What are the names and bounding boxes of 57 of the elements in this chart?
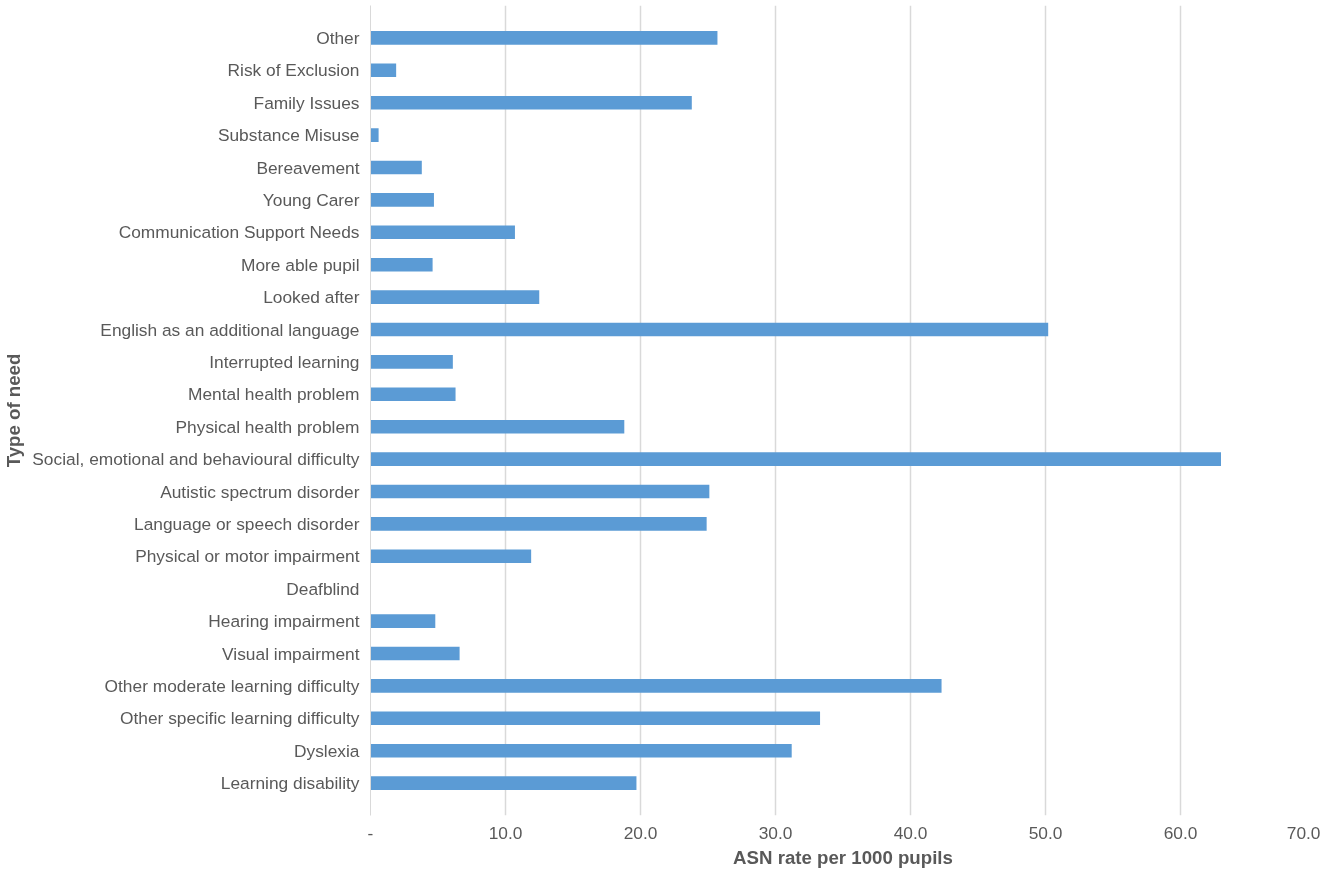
y-tick-label: Risk of Exclusion (227, 60, 360, 81)
y-tick-label: Interrupted learning (209, 351, 360, 372)
y-tick-label: Language or speech disorder (134, 513, 360, 534)
x-axis-title: ASN rate per 1000 pupils (733, 846, 953, 868)
x-tick-label: 10.0 (488, 822, 523, 843)
y-tick-label: English as an additional language (100, 319, 360, 340)
y-tick-label: Deafblind (286, 578, 360, 599)
y-tick-label: Learning disability (220, 773, 360, 794)
y-tick-label: Social, emotional and behavioural difficulty (32, 449, 360, 470)
x-tick-label: 30.0 (758, 822, 793, 843)
bar (370, 419, 625, 434)
y-tick-label: Hearing impairment (208, 611, 360, 632)
bar (370, 193, 434, 207)
bar (370, 711, 821, 726)
y-tick-label: Other (316, 27, 360, 48)
x-tick-label: 60.0 (1163, 822, 1198, 843)
y-tick-label: Physical health problem (175, 416, 360, 437)
y-axis-title: Type of need (3, 353, 25, 468)
bar (370, 776, 637, 790)
y-tick-label: Physical or motor impairment (135, 546, 360, 567)
y-tick-label: Visual impairment (222, 643, 360, 664)
bar (370, 452, 1221, 466)
y-tick-label: Dyslexia (294, 740, 360, 761)
bar (370, 31, 718, 45)
y-tick-label: Substance Misuse (217, 125, 360, 146)
y-tick-label: Communication Support Needs (118, 222, 360, 243)
bar (370, 646, 460, 661)
y-tick-label: Looked after (263, 287, 360, 308)
x-tick-label: 50.0 (1028, 822, 1063, 843)
bar (370, 355, 453, 369)
bar (370, 160, 422, 175)
y-tick-label: Other moderate learning difficulty (104, 675, 360, 696)
y-tick-label: Mental health problem (188, 384, 360, 405)
bar (370, 387, 456, 402)
y-tick-label: Other specific learning difficulty (120, 708, 360, 729)
bar (370, 225, 515, 240)
y-tick-label: Family Issues (253, 92, 360, 113)
y-tick-label: Autistic spectrum disorder (160, 481, 360, 502)
y-tick-label: More able pupil (241, 254, 360, 275)
x-tick-label: 20.0 (623, 822, 658, 843)
x-tick-label: - (367, 822, 374, 843)
bar (370, 517, 707, 531)
bar (370, 95, 692, 110)
bar (370, 63, 397, 78)
x-tick-label: 70.0 (1286, 822, 1321, 843)
y-tick-label: Bereavement (256, 157, 360, 178)
bar (370, 614, 436, 628)
bar (370, 128, 379, 142)
y-tick-label: Young Carer (262, 189, 360, 210)
bar (370, 322, 1049, 337)
x-tick-label: 40.0 (893, 822, 928, 843)
bar (370, 484, 710, 499)
bar (370, 679, 942, 693)
bar (370, 290, 540, 304)
bar (370, 257, 433, 272)
bar (370, 743, 792, 758)
bar (370, 549, 532, 564)
